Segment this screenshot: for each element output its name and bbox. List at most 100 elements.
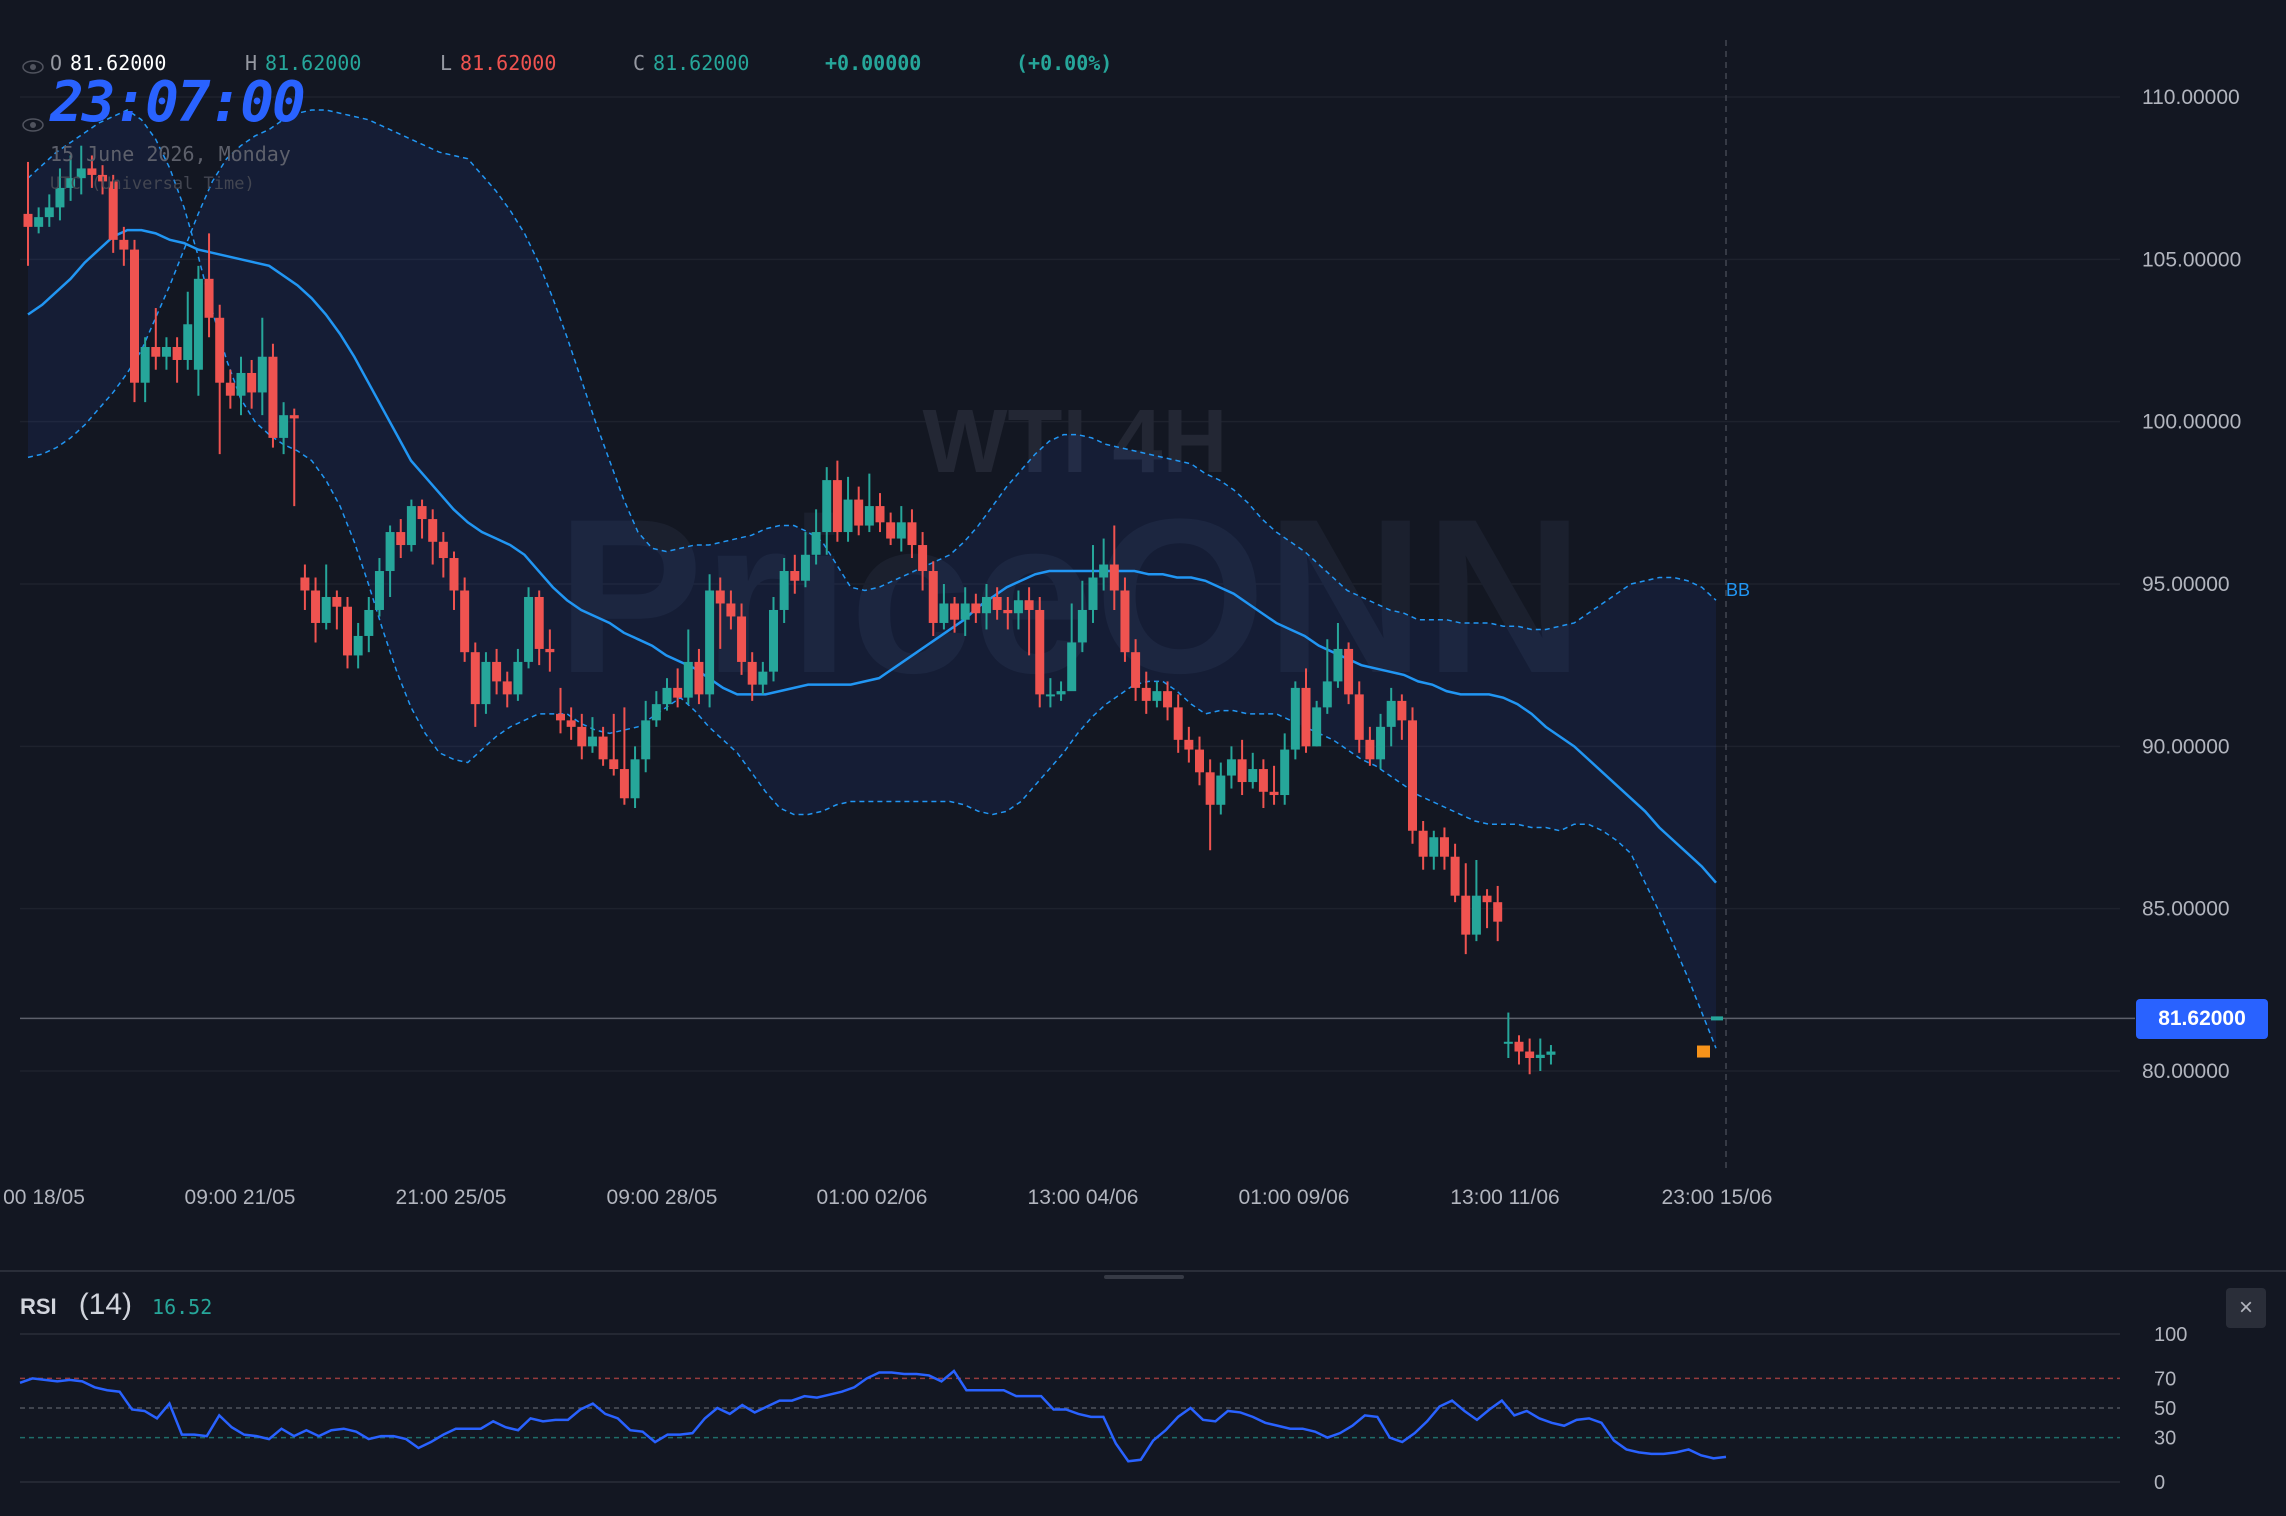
candle xyxy=(694,648,704,705)
candle-body xyxy=(513,661,523,695)
candle xyxy=(1269,765,1279,805)
rsi-grid xyxy=(20,1333,2120,1483)
candle-body xyxy=(215,317,225,383)
candle xyxy=(353,622,363,669)
candle-body xyxy=(502,681,512,695)
pane-divider[interactable] xyxy=(0,1270,2286,1272)
candle xyxy=(108,174,118,253)
candle xyxy=(289,408,299,507)
y-tick-label: 100.00000 xyxy=(2142,411,2241,434)
candle-body xyxy=(832,480,842,533)
candle-body xyxy=(1099,564,1109,578)
candle xyxy=(364,596,374,653)
y-tick-label: 110.00000 xyxy=(2142,86,2240,109)
low-value: 81.62000 xyxy=(460,51,557,75)
candle-body xyxy=(406,506,416,546)
candle-body xyxy=(673,687,683,698)
candle-body xyxy=(1141,687,1151,701)
candle xyxy=(1333,622,1343,688)
candle xyxy=(140,337,150,403)
eye-icon[interactable] xyxy=(22,60,44,74)
x-tick-label: 09:00 28/05 xyxy=(607,1186,718,1209)
candle xyxy=(1461,863,1471,955)
candle xyxy=(800,532,810,588)
bb-indicator-label[interactable]: BB xyxy=(1726,580,1751,600)
candle xyxy=(1312,700,1322,747)
candle xyxy=(790,554,800,594)
candle xyxy=(918,532,928,591)
candle-body xyxy=(769,609,778,672)
change-value: +0.00000 xyxy=(825,51,922,75)
candle xyxy=(172,337,182,383)
clock-timezone: UTC (Universal Time) xyxy=(50,174,255,194)
candle-body xyxy=(566,720,576,727)
candle xyxy=(1099,538,1109,591)
x-tick-label: 01:00 02/06 xyxy=(817,1186,928,1209)
candle xyxy=(1248,752,1258,789)
candle-body xyxy=(161,346,171,357)
x-axis: 00 18/05 09:00 21/05 21:00 25/05 09:00 28/0… xyxy=(3,1186,1772,1209)
candle-body xyxy=(928,571,938,623)
candle-body xyxy=(1461,895,1471,935)
candle-body xyxy=(34,217,44,227)
candle-body xyxy=(236,372,246,396)
candle-body xyxy=(683,661,693,698)
candle-body xyxy=(524,596,534,662)
high-key: H xyxy=(245,51,258,75)
candle xyxy=(598,726,608,766)
candle xyxy=(641,700,651,773)
close-icon[interactable]: × xyxy=(2226,1288,2266,1328)
candle-body xyxy=(1056,691,1066,695)
candle xyxy=(1035,596,1045,708)
candle-body xyxy=(843,499,853,533)
candle xyxy=(950,596,960,633)
eye-icon[interactable] xyxy=(22,118,44,132)
candle xyxy=(1482,889,1492,929)
candle xyxy=(1013,590,1023,630)
pane-resize-handle[interactable] xyxy=(1104,1275,1184,1279)
candle xyxy=(1376,713,1386,770)
candle-body xyxy=(747,661,757,685)
candle-body xyxy=(311,590,321,623)
candle xyxy=(1131,639,1141,701)
candle xyxy=(758,661,768,695)
candle xyxy=(737,603,747,675)
candle xyxy=(843,476,853,542)
candle-body xyxy=(875,506,885,523)
candle-body xyxy=(460,590,470,653)
candle-body xyxy=(1216,775,1226,805)
candle xyxy=(683,629,693,705)
candle xyxy=(428,509,438,565)
candle-body xyxy=(1535,1054,1545,1059)
candle xyxy=(225,369,235,409)
candle-body xyxy=(598,736,608,760)
candle xyxy=(875,493,885,533)
candle xyxy=(438,532,448,578)
live-marker xyxy=(1697,1045,1710,1058)
candle xyxy=(769,596,778,682)
rsi-chart[interactable]: 100 70 50 30 0 xyxy=(0,1272,2286,1516)
candle xyxy=(811,509,821,565)
candle-body xyxy=(183,324,193,360)
candle xyxy=(204,233,214,338)
candle xyxy=(651,691,661,727)
candle xyxy=(1344,642,1354,705)
y-tick-label: 80.00000 xyxy=(2142,1060,2230,1083)
candle xyxy=(907,509,917,559)
candle xyxy=(673,668,683,708)
candle-body xyxy=(609,759,619,770)
candle-body xyxy=(257,356,267,393)
candle-body xyxy=(662,687,672,705)
price-chart[interactable]: PriceONN WTI 4H 110.00000105.00000100.00… xyxy=(0,0,2286,1260)
x-tick-label: 01:00 09/06 xyxy=(1239,1186,1350,1209)
candle xyxy=(66,155,76,201)
candle-body xyxy=(1301,687,1311,747)
candle xyxy=(343,596,352,669)
candle xyxy=(619,707,629,805)
candle xyxy=(556,687,565,734)
candle xyxy=(300,564,310,610)
candle xyxy=(23,161,33,266)
open-value: 81.62000 xyxy=(70,51,167,75)
candle xyxy=(1237,739,1247,796)
candle-body xyxy=(587,736,597,747)
